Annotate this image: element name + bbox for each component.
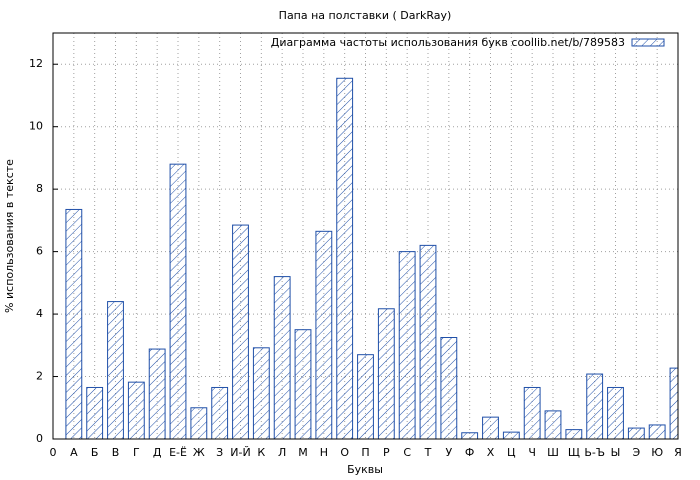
bar <box>627 427 645 439</box>
x-tick-label: У <box>445 446 452 459</box>
x-tick-label: С <box>403 446 411 459</box>
bar <box>544 410 562 439</box>
chart-title: Папа на полставки ( DarkRay) <box>279 9 452 22</box>
plot-frame <box>52 32 679 440</box>
x-tick-label: Ч <box>528 446 536 459</box>
x-tick-label: К <box>257 446 265 459</box>
y-tick-label: 8 <box>36 182 43 195</box>
y-tick-label: 6 <box>36 245 43 258</box>
bar <box>607 386 624 439</box>
bar <box>190 407 208 439</box>
bar <box>86 386 104 439</box>
x-tick-label: Ш <box>547 446 559 459</box>
legend-swatch <box>631 38 665 47</box>
x-axis-label: Буквы <box>347 463 383 476</box>
bar <box>211 386 229 439</box>
x-tick-label: О <box>340 446 349 459</box>
x-tick-label: Ы <box>611 446 621 459</box>
bar <box>148 348 166 439</box>
y-axis-label: % использования в тексте <box>3 159 16 313</box>
bar <box>232 224 249 439</box>
bar <box>377 308 395 439</box>
bar <box>586 373 604 439</box>
x-tick-label: Е-Ё <box>169 446 187 459</box>
y-tick-label: 2 <box>36 370 43 383</box>
x-tick-label: М <box>298 446 308 459</box>
y-tick-label: 10 <box>29 120 43 133</box>
legend-label: Диаграмма частоты использования букв coo… <box>271 36 625 49</box>
bar <box>357 354 374 439</box>
x-tick-label: П <box>361 446 369 459</box>
x-tick-label: З <box>216 446 223 459</box>
bar <box>482 416 499 439</box>
x-tick-label: Ь-Ъ <box>584 446 605 459</box>
y-tick-label: 0 <box>36 432 43 445</box>
y-tick-label: 4 <box>36 307 43 320</box>
x-tick-label: 0 <box>50 446 57 459</box>
bar <box>419 244 437 439</box>
x-tick-label: Ф <box>465 446 474 459</box>
x-tick-label: Щ <box>568 446 580 459</box>
x-tick-label: Г <box>133 446 140 459</box>
x-tick-label: И-Й <box>230 446 250 459</box>
bar <box>648 424 666 439</box>
bars <box>65 77 678 439</box>
bar <box>440 337 458 439</box>
bar <box>336 77 354 439</box>
bar <box>107 301 124 439</box>
x-tick-label: Р <box>383 446 390 459</box>
x-tick-label: Б <box>91 446 99 459</box>
bar <box>523 386 541 439</box>
bar <box>294 329 312 439</box>
x-tick-label: Д <box>153 446 162 459</box>
x-tick-label: Э <box>632 446 640 459</box>
x-tick-label: В <box>112 446 120 459</box>
x-tick-label: Ю <box>651 446 663 459</box>
x-tick-label: Т <box>424 446 432 459</box>
x-tick-label: Я <box>674 446 682 459</box>
bar <box>273 276 291 439</box>
x-tick-label: Л <box>278 446 286 459</box>
x-tick-label: Х <box>487 446 495 459</box>
bar <box>169 163 187 439</box>
bar <box>65 208 83 439</box>
bar <box>127 381 145 439</box>
x-tick-label: Ц <box>507 446 516 459</box>
y-tick-label: 12 <box>29 57 43 70</box>
bar <box>565 429 583 439</box>
x-tick-label: Ж <box>193 446 205 459</box>
x-tick-label: Н <box>320 446 328 459</box>
bar <box>502 431 520 439</box>
bar <box>398 251 416 439</box>
bar <box>252 347 270 439</box>
bar <box>315 230 333 439</box>
bar <box>461 432 479 439</box>
x-tick-label: А <box>70 446 78 459</box>
